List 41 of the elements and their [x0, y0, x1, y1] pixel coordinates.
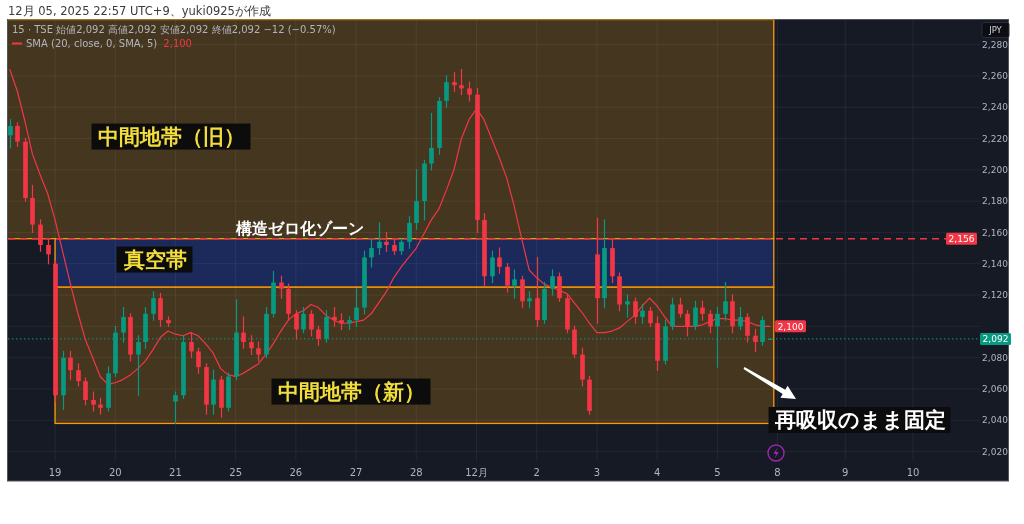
x-tick-label: 19: [48, 466, 62, 478]
y-tick-label: 2,160: [982, 227, 1009, 238]
x-tick-label: 21: [169, 466, 182, 478]
y-tick-label: 2,040: [982, 415, 1009, 426]
band-label: 真空帯: [122, 247, 187, 272]
text: 12月 05, 2025 22:57 UTC+9、yuki0925が作成: [8, 3, 271, 18]
note: 再吸収のまま固定: [768, 407, 951, 433]
x-tick-label: 20: [108, 466, 122, 478]
x-tick-label: 25: [229, 466, 243, 478]
x-tick-label: 12月: [465, 466, 488, 478]
x-tick-label: 10: [906, 466, 920, 478]
y-axis-title: JPY: [988, 25, 1003, 36]
price-badge: 2,100: [775, 320, 806, 333]
x-tick-label: 5: [714, 466, 721, 478]
y-tick-label: 2,200: [982, 165, 1009, 175]
annotation: 構造ゼロ化ゾーン: [234, 218, 364, 238]
y-tick-label: 2,080: [982, 352, 1009, 363]
y-tick-label: 2,120: [982, 290, 1009, 301]
x-tick-label: 9: [842, 466, 849, 478]
x-tick-label: 26: [289, 466, 303, 478]
text: 15 · TSE 始値2,092 高値2,092 安値2,092 終値2,092 −12 (−0.57%): [12, 24, 336, 35]
y-tick-label: 2,220: [982, 133, 1009, 144]
y-tick-label: 2,280: [982, 39, 1009, 50]
y-tick-label: 2,020: [982, 446, 1009, 457]
x-tick-label: 27: [349, 466, 363, 478]
x-tick-label: 4: [653, 466, 661, 478]
x-tick-label: 2: [533, 466, 540, 478]
y-tick-label: 2,140: [982, 258, 1009, 269]
y-tick-label: 2,060: [982, 384, 1009, 395]
band-label: 中間地帯（新）: [271, 378, 431, 405]
y-tick-label: 2,180: [982, 196, 1009, 207]
ylabel: JPY: [981, 22, 1010, 38]
y-tick-label: 2,240: [982, 102, 1009, 113]
y-tick-label: 2,260: [982, 71, 1009, 82]
band-label: 真空帯: [116, 246, 193, 273]
legend: SMA (20, close, 0, SMA, 5) 2,100: [11, 38, 192, 49]
x-tick-label: 3: [593, 466, 601, 478]
legend-label: SMA (20, close, 0, SMA, 5): [26, 38, 158, 49]
x-tick-label: 28: [409, 466, 423, 478]
x-tick-label: 8: [774, 466, 781, 478]
band-label: 中間地帯（旧）: [91, 123, 251, 150]
